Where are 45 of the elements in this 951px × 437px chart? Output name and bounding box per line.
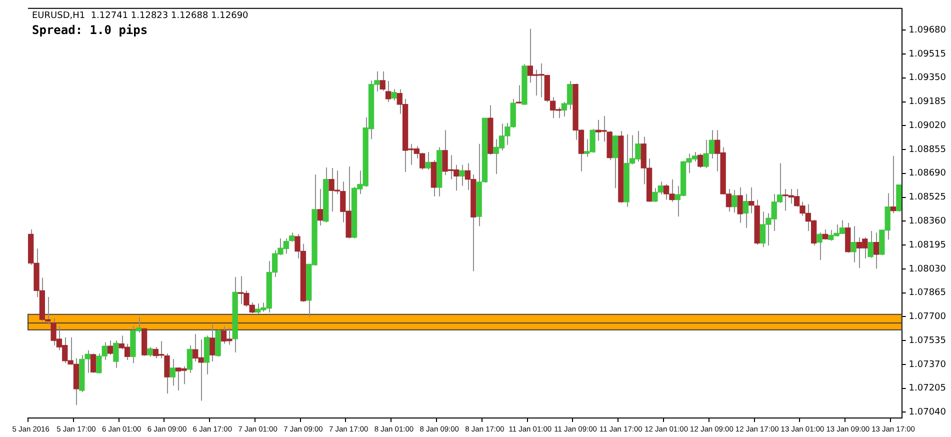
- candlestick: [868, 230, 874, 258]
- candlestick: [164, 352, 170, 394]
- candlestick: [748, 186, 754, 214]
- y-tick-label: 1.07370: [908, 360, 946, 370]
- candlestick: [873, 232, 880, 270]
- y-tick-label: 1.09185: [908, 97, 946, 108]
- y-tick-label: 1.08525: [908, 192, 946, 203]
- candlestick: [459, 164, 465, 186]
- candlestick: [850, 226, 856, 263]
- candlestick: [317, 188, 324, 226]
- candlestick: [186, 344, 193, 374]
- candlestick: [698, 153, 704, 169]
- y-tick-label: 1.07040: [908, 408, 946, 418]
- candlestick: [816, 232, 822, 260]
- y-tick-label: 1.07535: [908, 336, 946, 346]
- text: Spread: 1.0 pips: [32, 23, 148, 37]
- y-tick-label: 1.09020: [908, 120, 946, 131]
- candlestick: [732, 190, 738, 214]
- candlestick: [107, 340, 114, 356]
- candlestick: [380, 70, 386, 92]
- candlestick: [210, 324, 216, 362]
- candlestick: [90, 352, 96, 374]
- y-tick-label: 1.07700: [908, 312, 946, 322]
- candlestick: [391, 88, 397, 101]
- y-tick-label: 1.08855: [908, 144, 946, 155]
- candlestick: [385, 80, 392, 103]
- y-tick-label: 1.08030: [908, 264, 946, 274]
- y-tick-label: 1.09350: [908, 73, 946, 84]
- candlestick: [890, 155, 896, 214]
- y-tick-label: 1.07205: [908, 384, 946, 394]
- candlestick: [612, 134, 618, 189]
- candlestick: [516, 84, 522, 104]
- candlestick: [170, 358, 176, 386]
- y-tick-label: 1.08690: [908, 168, 946, 179]
- y-tick-label: 1.08195: [908, 240, 946, 250]
- y-tick-label: 1.07865: [908, 288, 946, 298]
- chart-title: EURUSD,H1 1.12741 1.12823 1.12688 1.12690: [32, 11, 248, 21]
- candlestick: [742, 193, 749, 228]
- candlestick: [147, 346, 153, 358]
- candlestick: [737, 186, 743, 224]
- y-tick-label: 1.09515: [908, 49, 946, 60]
- candlestick: [425, 151, 431, 170]
- y-tick-label: 1.09680: [908, 25, 946, 36]
- y-tick-label: 1.08360: [908, 216, 946, 227]
- candlestick: [113, 340, 119, 368]
